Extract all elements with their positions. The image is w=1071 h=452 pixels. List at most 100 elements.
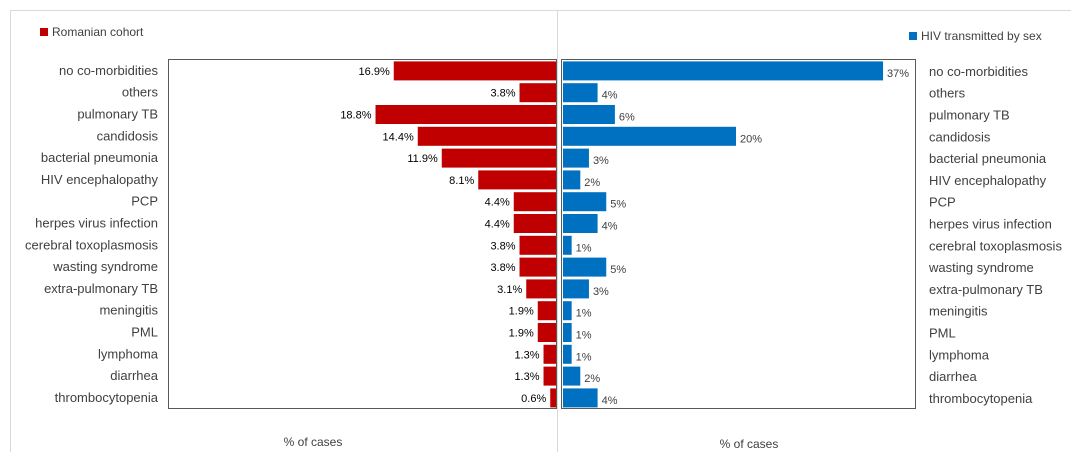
data-label-hiv-sex: 3% <box>593 286 609 298</box>
data-label-hiv-sex: 37% <box>887 68 909 80</box>
category-label-right: PCP <box>929 195 956 210</box>
bar-romanian <box>537 323 556 342</box>
bar-hiv-sex <box>563 366 581 386</box>
category-label-left: extra-pulmonary TB <box>44 281 158 296</box>
bar-hiv-sex <box>563 83 598 103</box>
bar-romanian <box>519 235 556 255</box>
data-label-romanian: 8.1% <box>449 175 474 187</box>
category-label-left: diarrhea <box>110 368 158 383</box>
data-label-hiv-sex: 4% <box>602 90 618 102</box>
bar-romanian <box>417 126 556 146</box>
bar-romanian <box>526 279 556 299</box>
right-bar-group: 37%4%6%20%3%2%5%4%1%5%3%1%1%1%2%4% <box>563 61 909 408</box>
bar-romanian <box>519 257 556 277</box>
category-label-left: wasting syndrome <box>52 259 158 274</box>
bar-hiv-sex <box>563 257 607 277</box>
category-label-right: diarrhea <box>929 369 977 384</box>
bar-romanian <box>550 388 556 408</box>
category-label-left: HIV encephalopathy <box>41 172 159 187</box>
category-label-left: others <box>122 85 159 100</box>
category-label-right: cerebral toxoplasmosis <box>929 238 1062 253</box>
data-label-romanian: 14.4% <box>383 131 414 143</box>
data-label-hiv-sex: 4% <box>602 221 618 233</box>
category-label-right: no co-morbidities <box>929 64 1028 79</box>
category-label-right: HIV encephalopathy <box>929 173 1047 188</box>
category-label-left: thrombocytopenia <box>55 390 159 405</box>
data-label-romanian: 11.9% <box>407 153 438 165</box>
bar-romanian <box>513 214 556 233</box>
category-label-left: meningitis <box>99 303 158 318</box>
data-label-hiv-sex: 1% <box>576 242 592 254</box>
category-label-right: lymphoma <box>929 347 990 362</box>
category-label-left: PML <box>131 325 158 340</box>
data-label-hiv-sex: 3% <box>593 155 609 167</box>
data-label-romanian: 3.8% <box>490 262 515 274</box>
category-label-left: candidosis <box>97 128 159 143</box>
bar-hiv-sex <box>563 105 615 124</box>
bar-romanian <box>513 192 556 212</box>
data-label-hiv-sex: 5% <box>610 264 626 276</box>
category-label-right: pulmonary TB <box>929 108 1010 123</box>
bar-romanian <box>537 301 556 321</box>
data-label-romanian: 3.8% <box>490 240 515 252</box>
data-label-romanian: 1.3% <box>514 349 539 361</box>
category-label-right: others <box>929 86 966 101</box>
right-plot-area <box>561 59 916 409</box>
left-bar-group: 16.9% 3.8% 18.8% 14.4% 11.9% 8.1% 4.4% 4.4% 3.8%… <box>340 61 556 408</box>
bar-hiv-sex <box>563 148 589 168</box>
data-label-hiv-sex: 1% <box>576 330 592 342</box>
bar-hiv-sex <box>563 344 572 364</box>
left-x-axis-title: % of cases <box>284 435 343 449</box>
category-label-right: wasting syndrome <box>928 260 1034 275</box>
bar-hiv-sex <box>563 192 607 212</box>
category-label-right: bacterial pneumonia <box>929 151 1047 166</box>
bar-romanian <box>441 148 556 168</box>
legend-swatch-hiv-sex <box>909 32 917 40</box>
left-plot-area <box>168 59 557 409</box>
category-label-right: candidosis <box>929 129 991 144</box>
data-label-romanian: 1.3% <box>514 371 539 383</box>
data-label-hiv-sex: 2% <box>584 373 600 385</box>
bar-romanian <box>543 366 556 386</box>
bar-hiv-sex <box>563 388 598 408</box>
bar-romanian <box>478 170 556 190</box>
category-label-left: herpes virus infection <box>35 216 158 231</box>
data-label-romanian: 4.4% <box>485 219 510 231</box>
legend-swatch-romanian <box>40 28 48 36</box>
bar-romanian <box>393 61 556 81</box>
bar-hiv-sex <box>563 323 572 342</box>
right-x-axis-title: % of cases <box>720 437 779 451</box>
data-label-hiv-sex: 5% <box>610 199 626 211</box>
data-label-romanian: 16.9% <box>359 66 390 78</box>
category-label-left: cerebral toxoplasmosis <box>25 237 158 252</box>
category-label-left: lymphoma <box>98 346 159 361</box>
category-label-left: pulmonary TB <box>77 107 158 122</box>
left-category-labels: no co-morbidities others pulmonary TB candi… <box>25 63 159 405</box>
data-label-romanian: 3.1% <box>497 284 522 296</box>
bar-hiv-sex <box>563 126 736 146</box>
bar-hiv-sex <box>563 61 884 81</box>
bar-hiv-sex <box>563 301 572 321</box>
data-label-romanian: 0.6% <box>521 393 546 405</box>
data-label-romanian: 3.8% <box>490 88 515 100</box>
data-label-hiv-sex: 20% <box>740 133 762 145</box>
bar-romanian <box>519 83 556 103</box>
legend-label-hiv-sex: HIV transmitted by sex <box>921 29 1042 43</box>
category-label-left: PCP <box>131 194 158 209</box>
data-label-hiv-sex: 2% <box>584 177 600 189</box>
right-category-labels: no co-morbidities others pulmonary TB candi… <box>928 64 1062 406</box>
data-label-romanian: 1.9% <box>509 328 534 340</box>
category-label-right: meningitis <box>929 304 988 319</box>
bar-hiv-sex <box>563 279 589 299</box>
bar-romanian <box>375 105 556 124</box>
bar-hiv-sex <box>563 214 598 233</box>
data-label-hiv-sex: 1% <box>576 351 592 363</box>
category-label-right: herpes virus infection <box>929 217 1052 232</box>
category-label-right: PML <box>929 326 956 341</box>
category-label-right: extra-pulmonary TB <box>929 282 1043 297</box>
data-label-romanian: 18.8% <box>340 110 371 122</box>
data-label-hiv-sex: 1% <box>576 308 592 320</box>
category-label-right: thrombocytopenia <box>929 391 1033 406</box>
data-label-romanian: 1.9% <box>509 306 534 318</box>
